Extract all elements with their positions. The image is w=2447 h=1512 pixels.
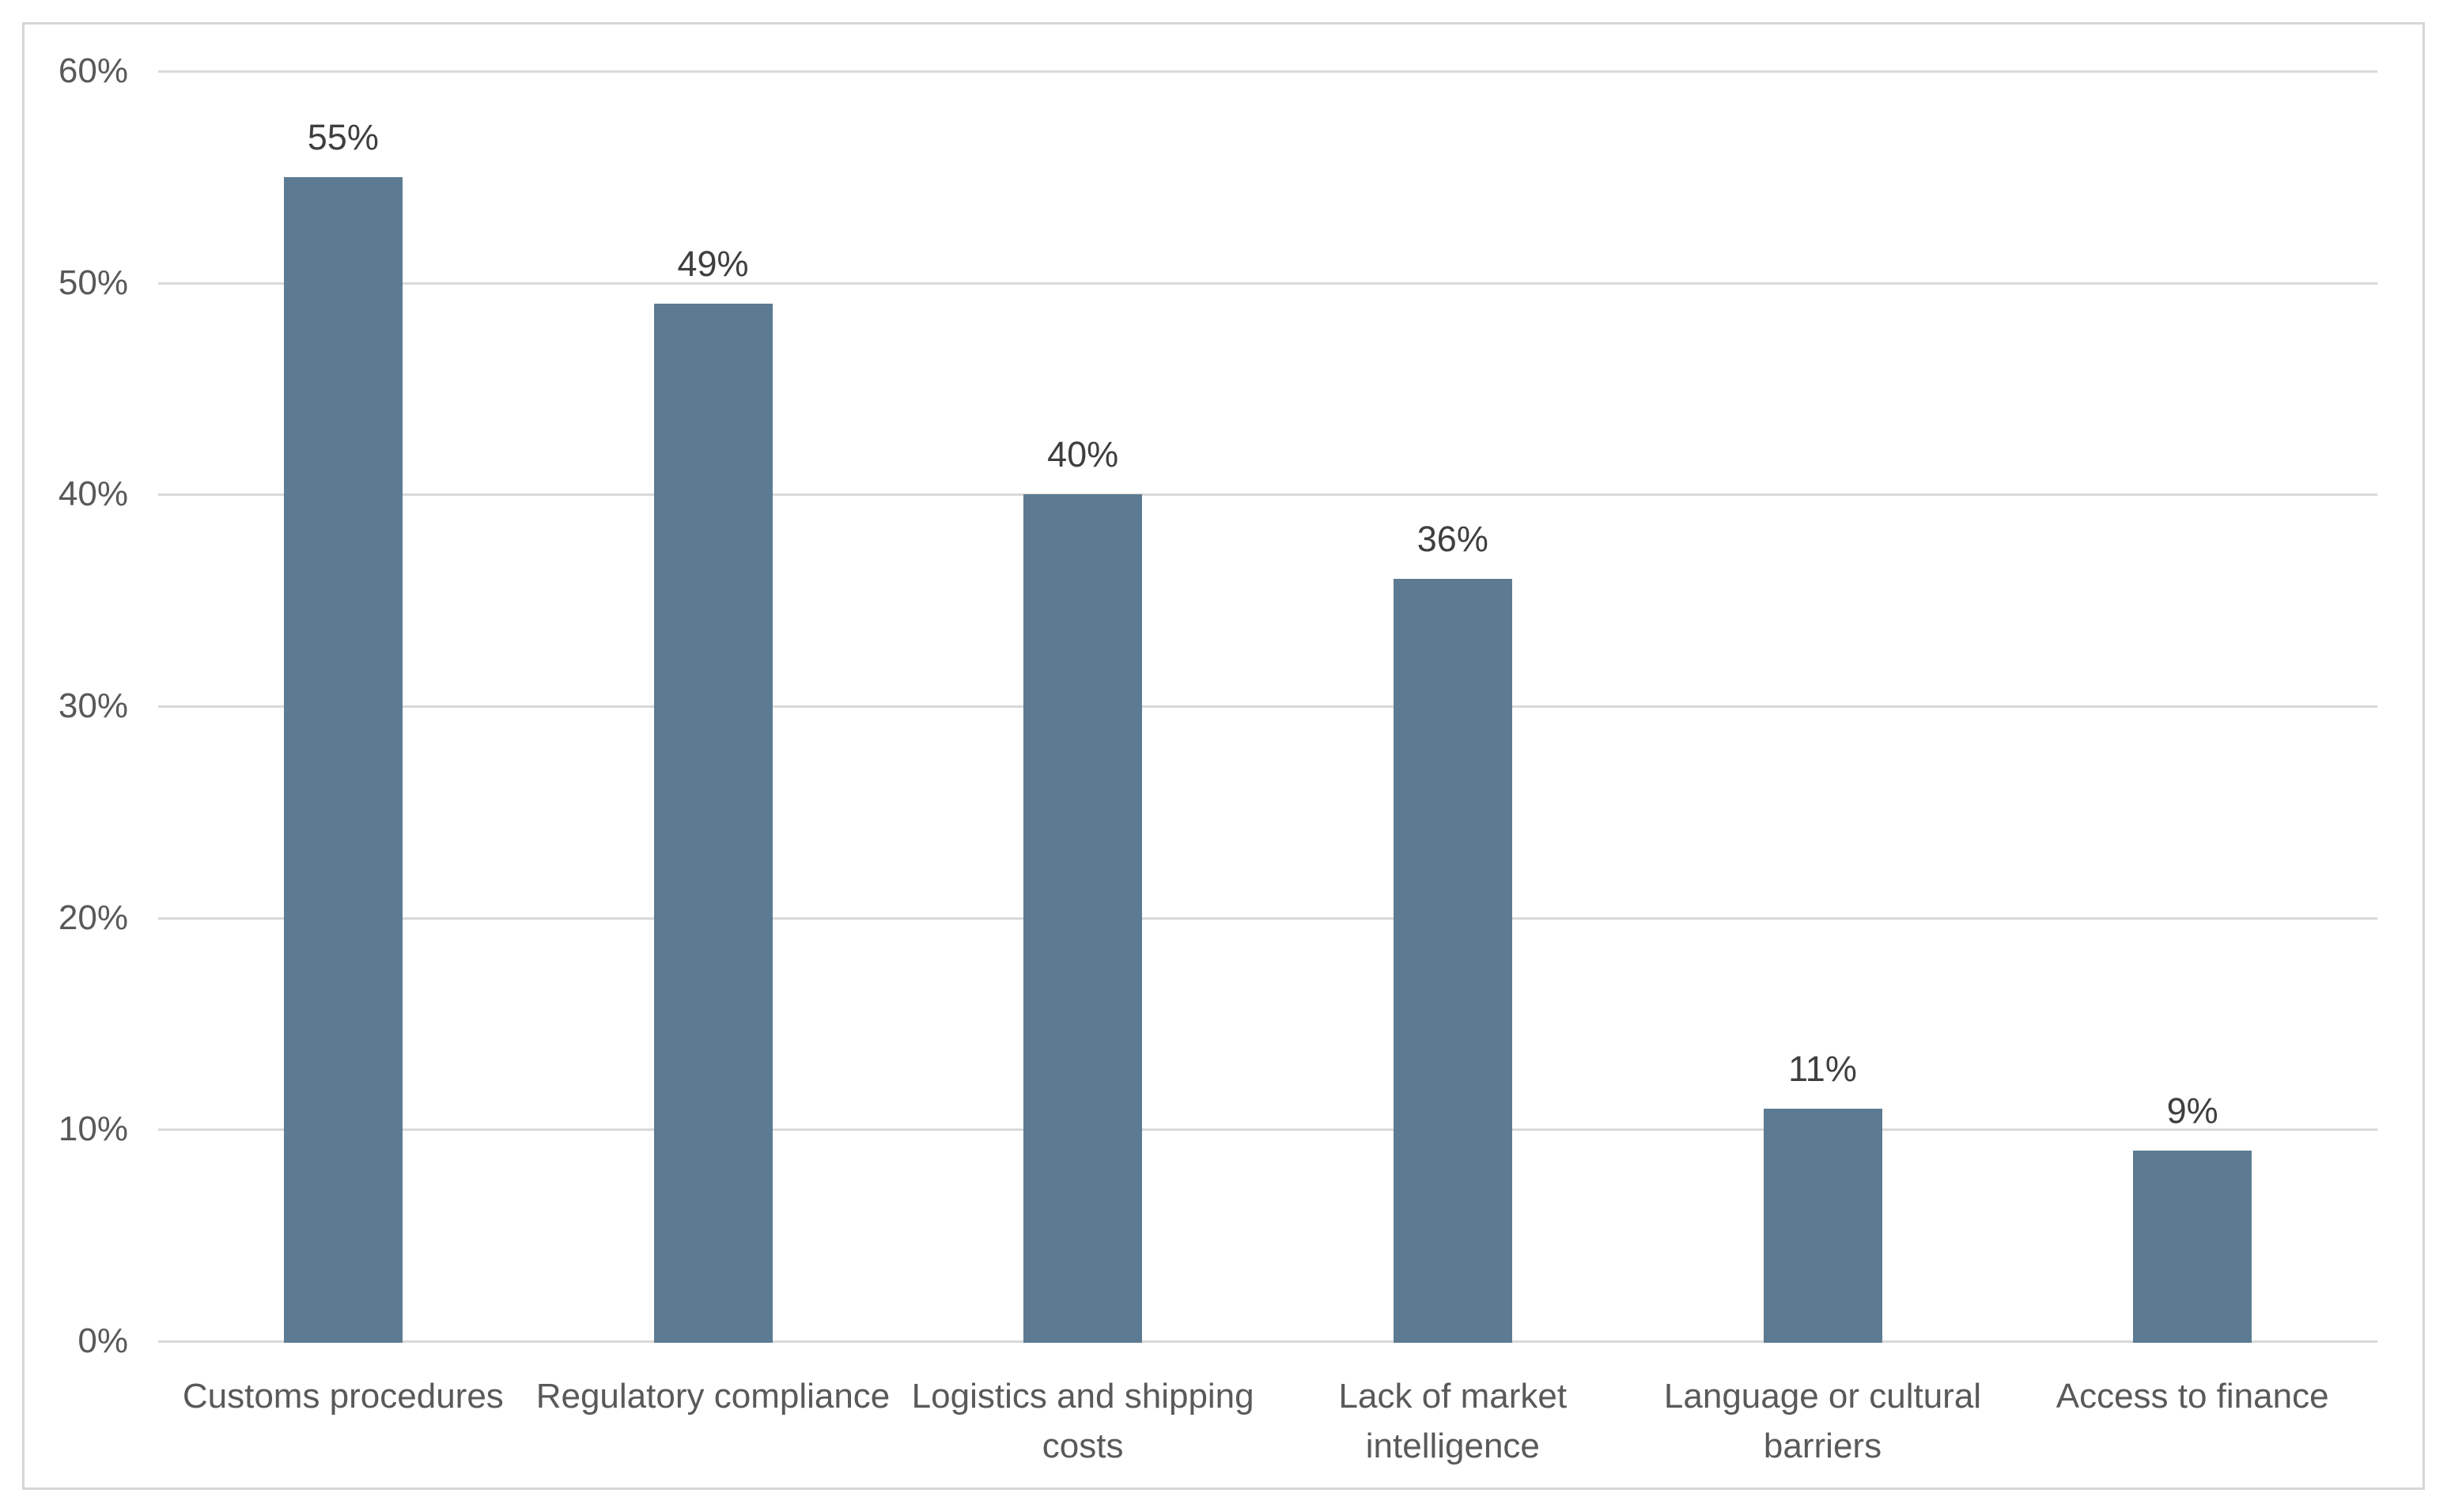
category-label: Language or cultural barriers xyxy=(1663,1377,1982,1465)
category-label: Lack of market intelligence xyxy=(1338,1377,1568,1465)
bar-customs-procedures xyxy=(283,176,403,1343)
category-label: Access to finance xyxy=(2056,1377,2329,1416)
y-tick-label-60%: 60% xyxy=(58,51,128,90)
bar-language-or-cultural-barriers xyxy=(1763,1108,1882,1343)
value-label: 9% xyxy=(2166,1091,2218,1132)
bar-regulatory-compliance xyxy=(653,304,773,1343)
gridline-60% xyxy=(158,70,2377,73)
chart-frame xyxy=(22,22,2425,1490)
y-tick-label-10%: 10% xyxy=(58,1109,128,1149)
y-tick-label-40%: 40% xyxy=(58,474,128,514)
gridline-0% xyxy=(158,1340,2377,1343)
y-tick-label-30%: 30% xyxy=(58,686,128,725)
bar-logistics-and-shipping-costs xyxy=(1023,494,1143,1343)
value-label: 55% xyxy=(307,116,379,157)
value-label: 11% xyxy=(1788,1048,1857,1089)
value-label: 36% xyxy=(1416,519,1488,560)
gridline-20% xyxy=(158,917,2377,920)
bar-access-to-finance xyxy=(2133,1151,2252,1343)
gridline-30% xyxy=(158,705,2377,708)
category-label: Logistics and shipping costs xyxy=(911,1377,1254,1465)
category-label: Customs procedures xyxy=(182,1377,504,1416)
gridline-10% xyxy=(158,1128,2377,1132)
bar-lack-of-market-intelligence xyxy=(1393,579,1512,1343)
value-label: 49% xyxy=(677,244,749,285)
y-tick-label-20%: 20% xyxy=(58,898,128,937)
category-label: Regulatory compliance xyxy=(535,1377,891,1416)
gridline-50% xyxy=(158,282,2377,285)
value-label: 40% xyxy=(1047,434,1119,475)
y-tick-label-0%: 0% xyxy=(78,1321,128,1360)
gridline-40% xyxy=(158,493,2377,497)
y-tick-label-50%: 50% xyxy=(58,263,128,302)
